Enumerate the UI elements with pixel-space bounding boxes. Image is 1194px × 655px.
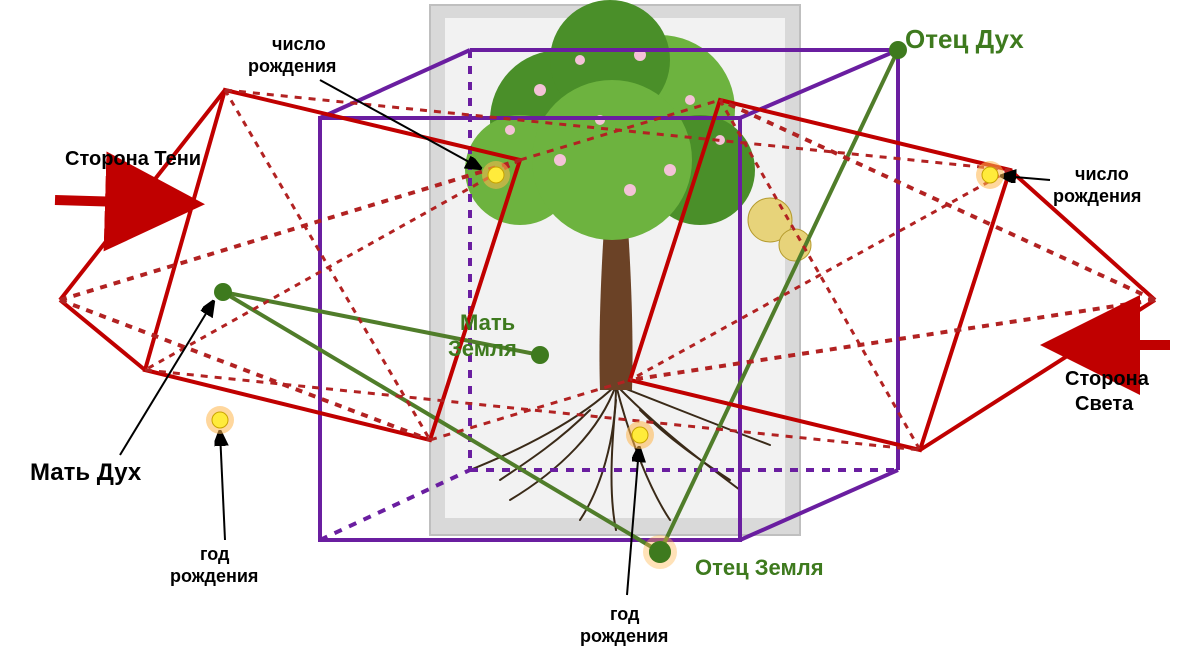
birth-number-right-node <box>976 161 1004 189</box>
diagram-canvas: Отец Дух Отец Земля Мать Земля Мать Дух … <box>0 0 1194 655</box>
shadow-side-label: Сторона Тени <box>65 148 201 170</box>
birth-number-left-node <box>482 161 510 189</box>
shadow-side-arrow <box>55 200 195 204</box>
father-spirit-label: Отец Дух <box>905 24 1024 54</box>
birth-number-right-2: рождения <box>1053 186 1141 206</box>
birth-year-left-2: рождения <box>170 566 258 586</box>
mother-earth-label-1: Мать <box>460 310 515 335</box>
birth-year-left-1: год <box>200 544 230 564</box>
birth-year-bottom-node <box>626 421 654 449</box>
mother-earth-node <box>531 346 549 364</box>
birth-year-bottom-1: год <box>610 604 640 624</box>
father-earth-label: Отец Земля <box>695 555 824 580</box>
mother-spirit-label: Мать Дух <box>30 459 142 486</box>
light-side-label-2: Света <box>1075 393 1134 415</box>
birth-year-bottom-2: рождения <box>580 626 668 646</box>
birth-year-left-node <box>206 406 234 434</box>
mother-spirit-node <box>214 283 232 301</box>
birth-number-left-2: рождения <box>248 56 336 76</box>
light-side-label-1: Сторона <box>1065 368 1150 390</box>
mother-earth-label-2: Земля <box>448 336 517 361</box>
birth-number-right-1: число <box>1075 164 1129 184</box>
birth-number-left-1: число <box>272 34 326 54</box>
